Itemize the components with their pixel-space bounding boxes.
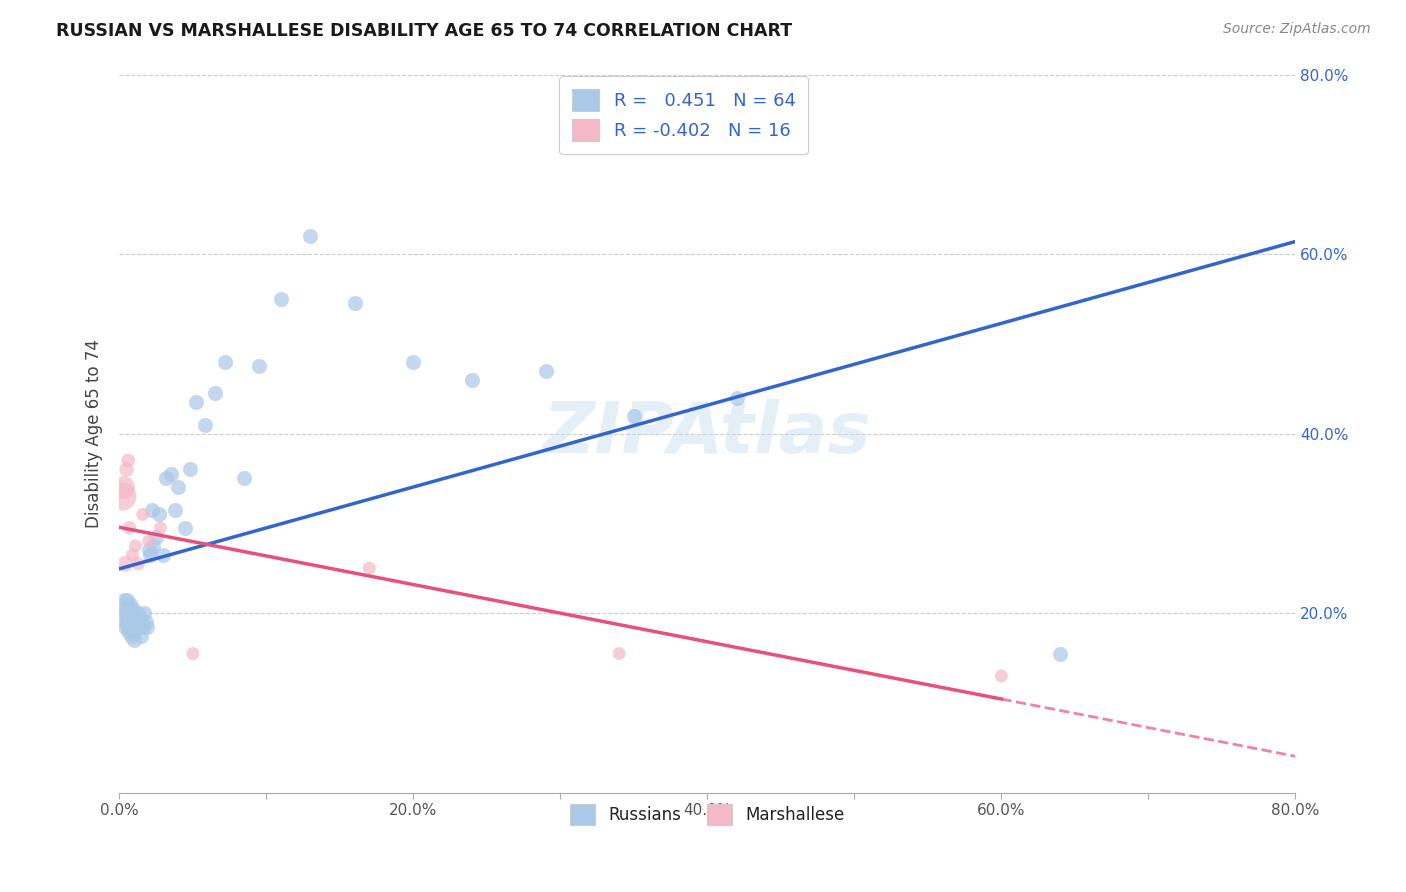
Point: [155, 471, 177, 485]
Point: [127, 619, 149, 633]
Text: Source: ZipAtlas.com: Source: ZipAtlas.com: [1223, 22, 1371, 37]
Point: [115, 592, 138, 607]
Point: [114, 619, 136, 633]
Point: [184, 395, 207, 409]
Point: [115, 615, 138, 629]
Point: [132, 508, 155, 522]
Point: [152, 548, 174, 562]
Y-axis label: Disability Age 65 to 74: Disability Age 65 to 74: [86, 339, 103, 528]
Point: [607, 647, 630, 661]
Point: [117, 453, 139, 467]
Point: [112, 480, 135, 494]
Point: [402, 355, 425, 369]
Point: [134, 606, 156, 620]
Point: [124, 624, 146, 638]
Point: [359, 561, 381, 575]
Point: [534, 364, 557, 378]
Point: [132, 619, 155, 633]
Point: [623, 409, 645, 423]
Point: [120, 606, 142, 620]
Point: [120, 629, 142, 643]
Point: [1049, 647, 1071, 661]
Legend: Russians, Marshallese: Russians, Marshallese: [561, 794, 855, 835]
Point: [725, 391, 748, 405]
Point: [127, 606, 149, 620]
Point: [121, 615, 143, 629]
Point: [145, 530, 167, 544]
Point: [165, 503, 187, 517]
Point: [114, 606, 136, 620]
Point: [141, 503, 163, 517]
Point: [115, 462, 138, 476]
Point: [112, 601, 135, 615]
Point: [121, 624, 143, 638]
Point: [167, 480, 190, 494]
Point: [114, 557, 136, 571]
Point: [118, 597, 141, 611]
Point: [135, 615, 157, 629]
Point: [204, 386, 226, 401]
Point: [117, 624, 139, 638]
Point: [121, 548, 143, 562]
Point: [299, 229, 322, 244]
Point: [131, 629, 153, 643]
Point: [159, 467, 181, 481]
Point: [148, 508, 170, 522]
Point: [112, 592, 135, 607]
Point: [122, 633, 145, 648]
Point: [127, 557, 149, 571]
Point: [118, 610, 141, 624]
Point: [122, 610, 145, 624]
Point: [139, 548, 162, 562]
Point: [136, 619, 159, 633]
Point: [990, 669, 1012, 683]
Point: [117, 610, 139, 624]
Point: [120, 615, 142, 629]
Point: [122, 619, 145, 633]
Point: [111, 490, 134, 504]
Point: [124, 615, 146, 629]
Point: [179, 462, 201, 476]
Point: [114, 615, 136, 629]
Point: [121, 601, 143, 615]
Point: [193, 417, 215, 432]
Point: [174, 521, 197, 535]
Point: [138, 543, 160, 558]
Text: RUSSIAN VS MARSHALLESE DISABILITY AGE 65 TO 74 CORRELATION CHART: RUSSIAN VS MARSHALLESE DISABILITY AGE 65…: [56, 22, 793, 40]
Point: [343, 296, 366, 310]
Point: [115, 606, 138, 620]
Point: [118, 521, 141, 535]
Point: [461, 373, 484, 387]
Point: [142, 539, 165, 553]
Point: [233, 471, 256, 485]
Text: ZIPAtlas: ZIPAtlas: [543, 399, 872, 468]
Point: [149, 521, 172, 535]
Point: [125, 610, 148, 624]
Point: [124, 539, 146, 553]
Point: [214, 355, 236, 369]
Point: [131, 615, 153, 629]
Point: [128, 610, 150, 624]
Point: [117, 601, 139, 615]
Point: [181, 647, 204, 661]
Point: [125, 619, 148, 633]
Point: [118, 619, 141, 633]
Point: [247, 359, 270, 374]
Point: [270, 292, 292, 306]
Point: [138, 534, 160, 549]
